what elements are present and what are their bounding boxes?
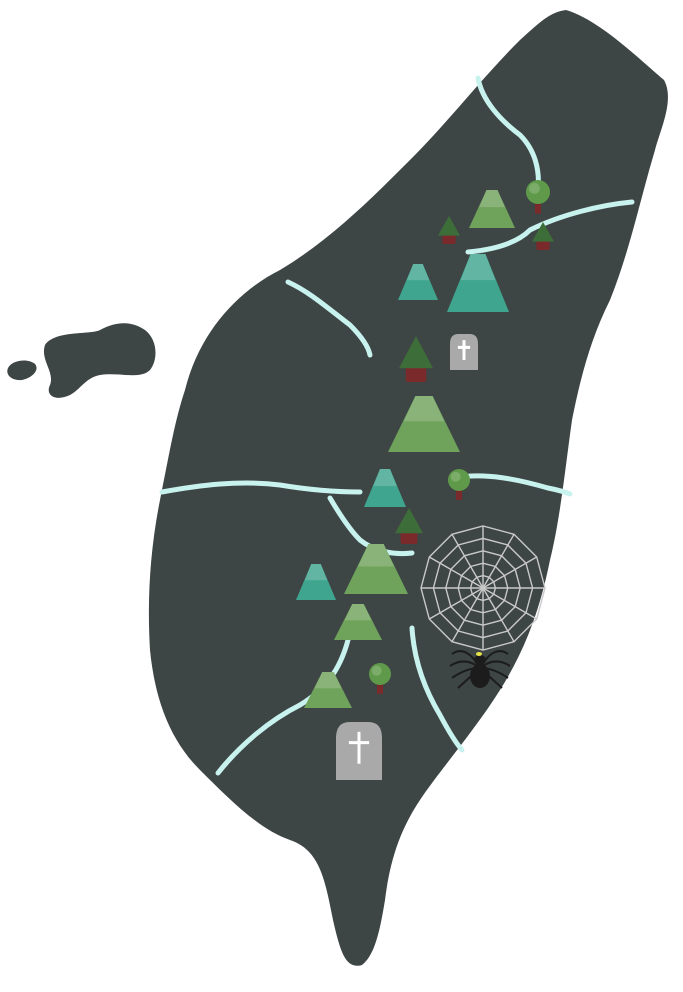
mountain-4 xyxy=(388,396,460,452)
pine-tree-3 xyxy=(399,336,433,382)
pine-tree-4 xyxy=(395,508,423,544)
river-8 xyxy=(215,637,351,776)
penghu-island-small xyxy=(7,360,37,381)
river-7 xyxy=(409,625,465,753)
main-island xyxy=(148,10,668,966)
river-2 xyxy=(465,199,635,255)
river-4 xyxy=(159,480,363,495)
spider-web xyxy=(420,525,546,651)
rivers xyxy=(159,75,635,776)
pine-tree-2 xyxy=(532,222,554,250)
river-3 xyxy=(285,279,373,358)
river-5 xyxy=(327,495,415,557)
round-tree-3 xyxy=(369,663,391,694)
mountain-3 xyxy=(447,254,509,312)
mountain-9 xyxy=(304,672,352,708)
mountain-7 xyxy=(296,564,336,600)
round-tree-2 xyxy=(448,469,470,500)
mountain-8 xyxy=(334,604,382,640)
gravestone-1 xyxy=(450,334,478,370)
mountain-5 xyxy=(364,469,406,507)
mountain-2 xyxy=(398,264,438,300)
penghu-island-large xyxy=(43,323,156,398)
mountain-1 xyxy=(469,190,515,228)
round-tree-1 xyxy=(526,180,550,214)
river-1 xyxy=(475,75,541,193)
pine-tree-1 xyxy=(438,216,460,244)
spider xyxy=(449,650,511,689)
gravestone-2 xyxy=(336,722,382,780)
river-6 xyxy=(452,473,573,497)
map-features xyxy=(296,180,554,780)
mountain-6 xyxy=(344,544,408,594)
